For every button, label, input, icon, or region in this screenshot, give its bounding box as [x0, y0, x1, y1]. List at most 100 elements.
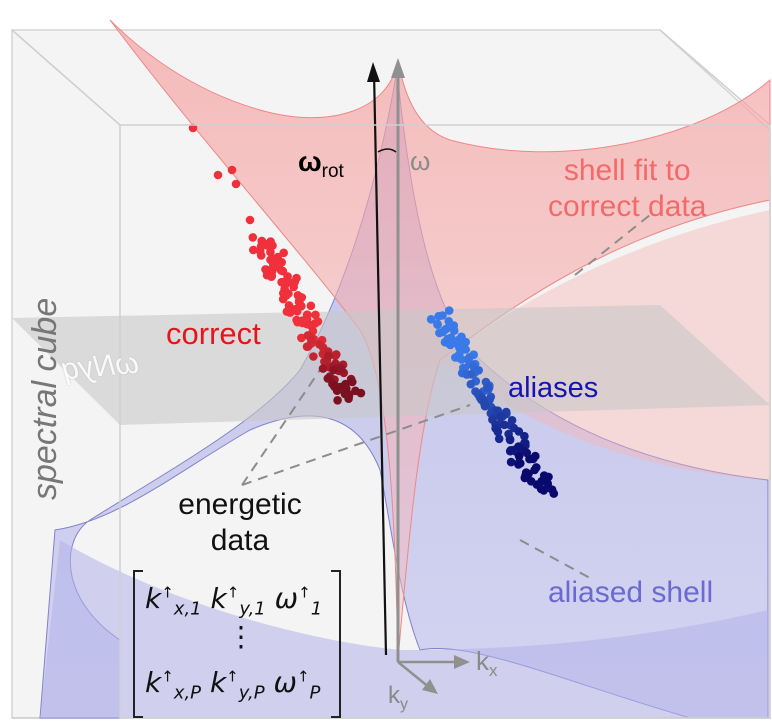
ky-k: k: [388, 682, 400, 709]
omega-nyq-label: ωNyq: [60, 346, 140, 387]
correct-point: [267, 272, 276, 282]
omega-rot-label: ωrot: [298, 146, 344, 182]
alias-point: [494, 434, 504, 444]
alias-point: [516, 459, 525, 468]
omega-rot-symbol: ω: [298, 146, 322, 177]
correct-point: [213, 170, 223, 180]
rotation-angle-arc: [377, 148, 397, 153]
omega-rot-axis: [372, 71, 388, 656]
omega-rot-axis-arrowhead: [367, 62, 380, 82]
alias-data-points: [426, 306, 559, 498]
ky-axis-arrowhead: [422, 679, 438, 694]
cube-front-edges: [119, 124, 771, 719]
aliased-shell-label: aliased shell: [548, 576, 714, 609]
correct-point: [227, 165, 237, 175]
correct-point: [298, 316, 307, 326]
alias-point: [507, 416, 517, 425]
alias-point: [433, 319, 442, 329]
leader-lines: [241, 214, 651, 579]
alias-point: [434, 311, 444, 321]
omega-rot-subscript: rot: [321, 161, 344, 182]
correct-point: [256, 242, 266, 251]
alias-point: [532, 463, 541, 472]
correct-point: [324, 351, 333, 361]
omega-label: ω: [410, 146, 431, 176]
matrix-row-first: k↑x,1 k↑y,1 ω↑1: [145, 582, 323, 620]
aliases-label: aliases: [508, 372, 599, 404]
correct-point: [356, 388, 366, 398]
correct-point: [333, 396, 342, 405]
aliased-shell-lower-sheet: [40, 540, 768, 718]
correct-point: [245, 215, 255, 225]
correct-point: [311, 310, 320, 320]
correct-point: [348, 377, 357, 387]
ky-label: ky: [388, 684, 408, 713]
correct-point: [188, 123, 198, 133]
alias-point: [493, 406, 503, 416]
alias-point: [480, 401, 490, 411]
alias-point: [483, 383, 493, 392]
shell-fit-label-line1: shell fit to: [563, 154, 691, 187]
correct-point: [329, 365, 338, 375]
alias-point: [506, 457, 516, 467]
alias-point: [449, 321, 459, 330]
correct-point: [248, 233, 258, 242]
spectral-cube-label: spectral cube: [26, 297, 64, 500]
alias-point: [474, 366, 484, 375]
correct-point: [289, 305, 299, 315]
kx-label: kx: [476, 648, 498, 679]
kx-sub: x: [489, 661, 498, 681]
correct-point: [297, 333, 306, 343]
matrix-vdots: ⋮: [227, 621, 255, 652]
nyquist-plane: [12, 305, 770, 425]
alias-point: [514, 427, 524, 436]
axes: [367, 58, 470, 694]
kx-k: k: [476, 646, 489, 676]
alias-point: [547, 485, 557, 495]
correct-point: [293, 291, 303, 300]
correct-point: [332, 350, 341, 359]
alias-point: [466, 379, 476, 389]
alias-point: [505, 435, 515, 445]
matrix-right-bracket: [331, 570, 341, 718]
alias-point: [426, 315, 436, 324]
alias-point: [500, 420, 509, 430]
correct-point: [256, 251, 266, 260]
leader-energetic-1: [241, 369, 321, 486]
energetic-label-line2: data: [210, 524, 270, 557]
correct-point: [337, 365, 346, 374]
alias-point: [444, 306, 454, 315]
energetic-data-label: energetic data: [150, 490, 330, 556]
energetic-data-matrix: k↑x,1 k↑y,1 ω↑1 ⋮ k↑x,P k↑y,P ω↑P: [133, 570, 341, 718]
leader-aliased-shell: [519, 539, 591, 579]
correct-point: [303, 342, 313, 351]
correct-point: [302, 310, 312, 320]
correct-point: [306, 301, 316, 311]
kx-axis-arrowhead: [454, 655, 470, 669]
correct-point: [309, 352, 318, 361]
alias-point: [528, 454, 538, 464]
alias-point: [446, 340, 455, 350]
alias-point: [521, 438, 530, 448]
alias-point: [496, 412, 506, 422]
leader-energetic-2: [241, 404, 471, 486]
correct-point: [344, 390, 354, 400]
alias-point: [466, 370, 476, 379]
shell-fit-label-line2: correct data: [548, 190, 707, 223]
correct-point: [276, 266, 286, 275]
correct-point: [231, 179, 241, 189]
correct-data-points: [188, 123, 366, 405]
alias-point: [451, 353, 460, 362]
alias-point: [493, 427, 503, 437]
ky-sub: y: [400, 695, 408, 713]
correct-point: [268, 241, 277, 250]
correct-point: [266, 247, 275, 257]
energetic-label-line1: energetic: [178, 488, 302, 521]
alias-point: [442, 324, 451, 334]
alias-point: [514, 452, 524, 461]
alias-point: [532, 480, 542, 489]
matrix-left-bracket: [133, 570, 143, 718]
alias-point: [539, 471, 549, 480]
correct-point: [249, 245, 258, 255]
